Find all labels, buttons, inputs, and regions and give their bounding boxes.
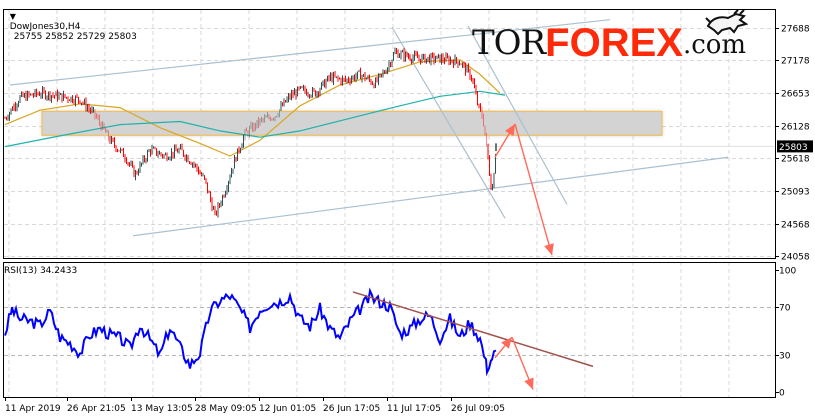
rsi-tick-label: 100 (779, 267, 796, 277)
moving-averages (4, 59, 506, 157)
forecast-arrows (494, 123, 554, 390)
time-tick-label: 13 May 13:05 (131, 404, 193, 414)
time-axis[interactable]: 11 Apr 2019 26 Apr 21:05 13 May 13:05 28 Ma… (5, 397, 505, 414)
time-tick-label: 11 Apr 2019 (5, 404, 61, 414)
price-grid (4, 10, 775, 258)
chart-frames (3, 9, 776, 398)
price-tick-label: 27178 (781, 57, 810, 67)
time-tick-label: 26 Jul 09:05 (451, 404, 505, 414)
price-candles (4, 47, 497, 218)
price-tick-label: 27688 (781, 25, 810, 35)
price-tick-label: 24058 (781, 253, 810, 263)
time-tick-label: 11 Jul 17:05 (387, 404, 441, 414)
collapse-triangle-icon[interactable]: ▼ (9, 12, 16, 21)
logo-tor: TOR (472, 23, 546, 63)
time-tick-label: 12 Jun 01:05 (259, 404, 316, 414)
price-tick-label: 25618 (781, 155, 810, 165)
channel-lines (9, 19, 729, 237)
time-tick-label: 28 May 09:05 (195, 404, 257, 414)
logo-forex: FOREX (545, 21, 683, 65)
resistance-zone (41, 110, 663, 136)
price-tick-label: 26128 (781, 123, 810, 133)
bull-icon (705, 9, 749, 36)
price-tick-label: 26653 (781, 90, 810, 100)
rsi-grid (4, 262, 775, 397)
ohlc-values: 25755 25852 25729 25803 (13, 32, 137, 42)
rsi-line (4, 287, 594, 377)
logo-com: .com (682, 30, 747, 60)
rsi-axis[interactable]: 100 70 30 0 (776, 267, 796, 399)
rsi-tick-label: 0 (779, 389, 785, 399)
rsi-label: RSI(13) 34.2433 (4, 266, 78, 276)
price-axis[interactable]: 27688 27178 26653 26128 25618 25093 24568 24058… (776, 25, 813, 263)
symbol-label: DowJones30,H4 (9, 22, 81, 32)
price-tick-label: 25093 (781, 188, 810, 198)
symbol-header[interactable]: ▼ DowJones30,H4 25755 25852 25729 25803 (4, 2, 137, 42)
price-tick-label: 24568 (781, 221, 810, 231)
time-tick-label: 26 Apr 21:05 (67, 404, 126, 414)
current-price-label: 25803 (779, 143, 808, 153)
time-tick-label: 26 Jun 17:05 (323, 404, 380, 414)
rsi-tick-label: 30 (779, 352, 791, 362)
torforex-logo: TOR FOREX .com (472, 9, 749, 65)
rsi-tick-label: 70 (779, 304, 791, 314)
